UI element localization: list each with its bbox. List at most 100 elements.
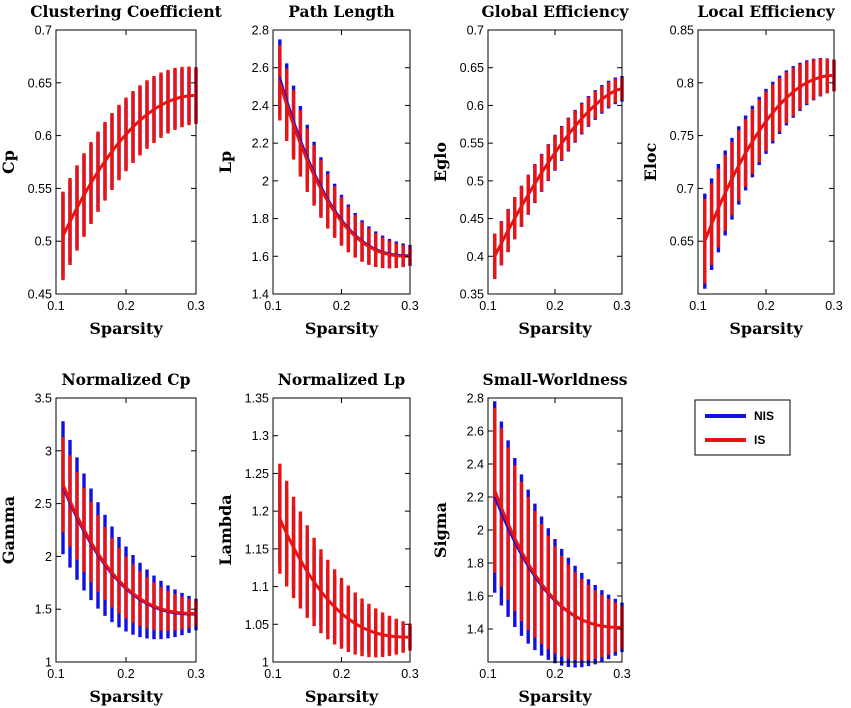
x-axis-label: Sparsity — [89, 687, 163, 706]
y-tick-label: 0.5 — [467, 174, 484, 188]
y-tick-label: 1 — [45, 656, 52, 670]
y-tick-label: 0.85 — [670, 24, 694, 38]
y-axis-label: Cp — [0, 150, 18, 174]
y-tick-label: 0.65 — [460, 61, 484, 75]
y-tick-label: 1.8 — [467, 557, 484, 571]
y-tick-label: 1.1 — [252, 580, 269, 594]
y-axis-label: Gamma — [0, 496, 18, 564]
x-tick-label: 0.2 — [117, 299, 134, 313]
y-axis-label: Lp — [216, 151, 235, 173]
y-tick-label: 0.65 — [670, 235, 694, 249]
y-tick-label: 0.45 — [460, 212, 484, 226]
series-is-errorbars — [61, 437, 198, 631]
y-tick-label: 2.2 — [252, 137, 269, 151]
y-tick-label: 1.4 — [467, 623, 484, 637]
y-tick-label: 0.55 — [28, 182, 52, 196]
chart-title: Small-Worldness — [483, 370, 628, 389]
x-tick-label: 0.3 — [401, 667, 418, 681]
x-tick-label: 0.3 — [613, 667, 630, 681]
chart-panel-5: 0.1 0.2 0.3 1 1.05 1.1 1.15 1.2 1.25 1.3 1.35 Norma… — [216, 370, 419, 706]
x-tick-label: 0.3 — [187, 299, 204, 313]
legend-label-nis: NIS — [754, 409, 774, 423]
x-axis-label: Sparsity — [305, 319, 379, 338]
y-tick-label: 1.3 — [252, 429, 269, 443]
y-tick-label: 0.7 — [677, 182, 694, 196]
y-tick-label: 2.8 — [467, 392, 484, 406]
chart-panel-1: 0.1 0.2 0.3 1.4 1.6 1.8 2 2.2 2.4 2.6 2.8 Path Leng… — [216, 2, 419, 338]
y-tick-label: 2.4 — [467, 458, 484, 472]
y-tick-label: 2 — [45, 550, 52, 564]
series-is-mean-line — [278, 518, 411, 639]
x-tick-label: 0.3 — [187, 667, 204, 681]
y-tick-label: 1.6 — [467, 590, 484, 604]
y-axis-label: Eloc — [641, 142, 660, 181]
y-tick-label: 0.7 — [35, 24, 52, 38]
y-tick-label: 1.4 — [252, 288, 269, 302]
y-tick-label: 3 — [45, 444, 52, 458]
y-tick-label: 3.5 — [35, 392, 52, 406]
x-tick-label: 0.3 — [613, 299, 630, 313]
x-tick-label: 0.1 — [479, 299, 496, 313]
y-tick-label: 0.6 — [467, 99, 484, 113]
y-tick-label: 2.5 — [35, 497, 52, 511]
x-tick-label: 0.1 — [47, 667, 64, 681]
x-tick-label: 0.1 — [689, 299, 706, 313]
x-tick-label: 0.1 — [479, 667, 496, 681]
y-tick-label: 0.55 — [460, 137, 484, 151]
y-tick-label: 1.5 — [35, 603, 52, 617]
series-is-mean-line — [493, 87, 623, 257]
y-tick-label: 2.6 — [252, 61, 269, 75]
x-tick-label: 0.2 — [546, 299, 563, 313]
legend-box — [694, 399, 791, 456]
x-axis-label: Sparsity — [305, 687, 379, 706]
series-is-mean-line — [61, 484, 196, 615]
series-is-errorbars — [278, 45, 412, 269]
chart-title: Path Length — [288, 2, 394, 21]
y-tick-label: 0.35 — [460, 288, 484, 302]
x-tick-label: 0.1 — [264, 667, 281, 681]
x-tick-label: 0.2 — [546, 667, 563, 681]
chart-panel-4: 0.1 0.2 0.3 1 1.5 2 2.5 3 3.5 Normalized Cp Sparsi… — [0, 370, 205, 706]
y-tick-label: 1.2 — [252, 505, 269, 519]
x-axis-label: Sparsity — [729, 319, 803, 338]
x-tick-label: 0.2 — [117, 667, 134, 681]
y-axis-label: Sigma — [431, 502, 450, 558]
y-tick-label: 0.45 — [28, 288, 52, 302]
y-tick-label: 0.5 — [35, 235, 52, 249]
y-tick-label: 2.4 — [252, 99, 269, 113]
x-tick-label: 0.2 — [333, 299, 350, 313]
x-axis-label: Sparsity — [89, 319, 163, 338]
x-tick-label: 0.3 — [825, 299, 842, 313]
y-tick-label: 2.8 — [252, 24, 269, 38]
legend: NIS IS — [694, 399, 791, 456]
x-tick-label: 0.1 — [47, 299, 64, 313]
y-tick-label: 0.65 — [28, 76, 52, 90]
y-tick-label: 0.8 — [677, 76, 694, 90]
chart-panel-0: 0.1 0.2 0.3 0.45 0.5 0.55 0.6 0.65 0.7 Clustering… — [0, 2, 223, 338]
y-tick-label: 1.15 — [245, 542, 269, 556]
series-is-errorbars — [493, 77, 624, 279]
y-tick-label: 1.6 — [252, 250, 269, 264]
y-tick-label: 2.2 — [467, 491, 484, 505]
chart-title: Global Efficiency — [482, 2, 630, 21]
y-tick-label: 1.05 — [245, 618, 269, 632]
series-is-mean-line — [703, 73, 835, 242]
y-tick-label: 2 — [262, 174, 269, 188]
y-tick-label: 0.4 — [467, 250, 484, 264]
x-axis-label: Sparsity — [518, 319, 592, 338]
y-tick-label: 1.8 — [252, 212, 269, 226]
x-axis-label: Sparsity — [518, 687, 592, 706]
y-tick-label: 1 — [262, 656, 269, 670]
legend-label-is: IS — [754, 433, 765, 447]
y-tick-label: 1.35 — [245, 392, 269, 406]
y-tick-label: 2 — [477, 524, 484, 538]
x-tick-label: 0.2 — [333, 667, 350, 681]
y-axis-label: Lambda — [216, 494, 235, 565]
chart-panel-2: 0.1 0.2 0.3 0.35 0.4 0.45 0.5 0.55 0.6 0.65 0.7 Glo… — [431, 2, 631, 338]
chart-title: Normalized Lp — [278, 370, 406, 389]
x-tick-label: 0.1 — [264, 299, 281, 313]
y-tick-label: 0.6 — [35, 129, 52, 143]
